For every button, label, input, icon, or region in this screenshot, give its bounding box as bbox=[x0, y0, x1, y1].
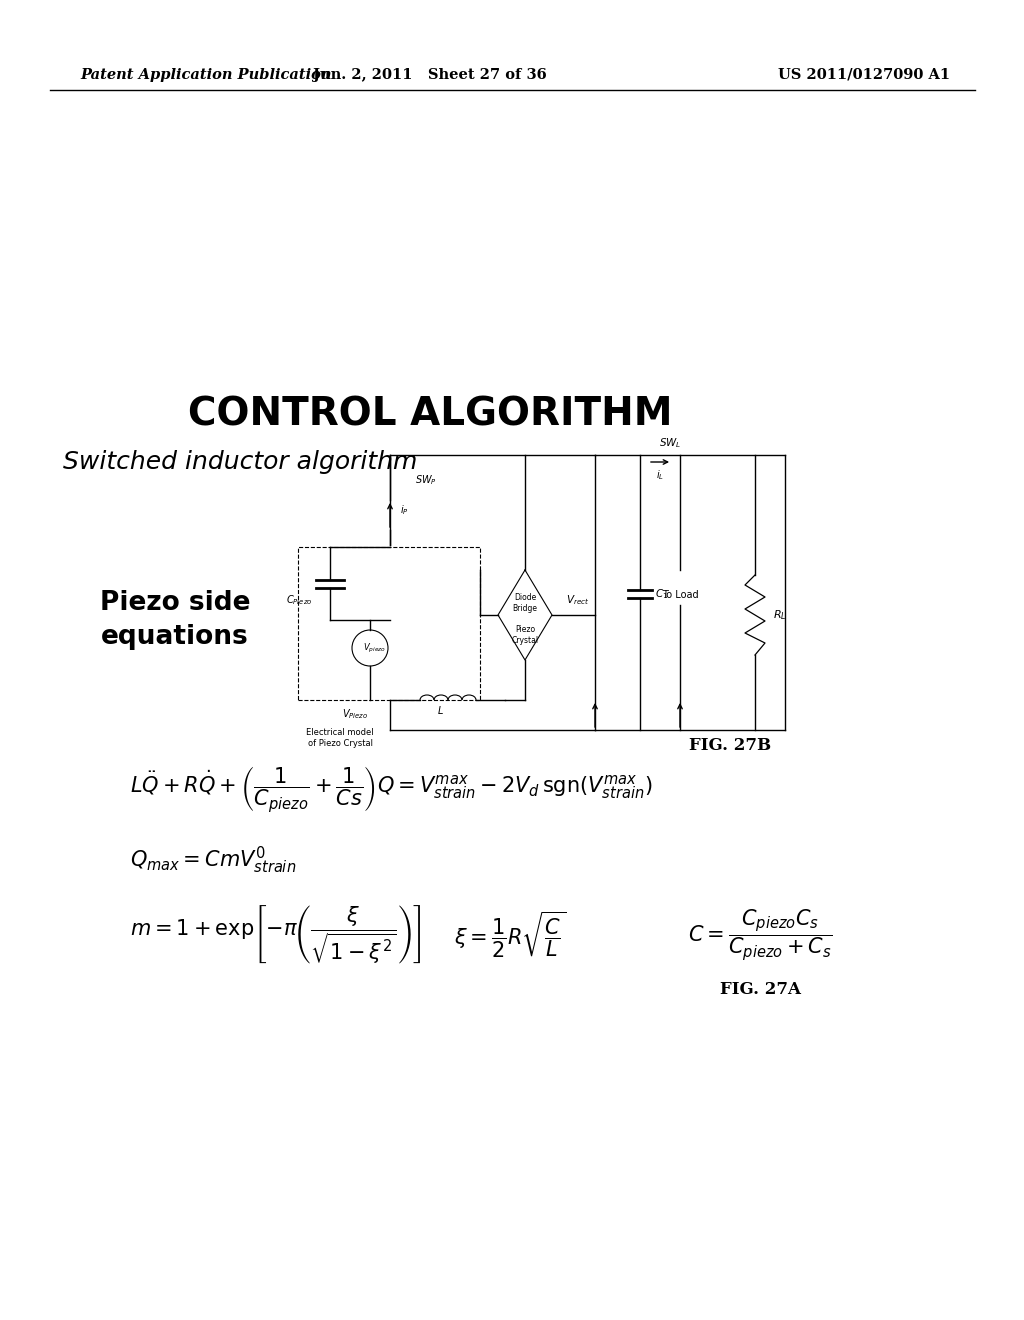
Text: To Load: To Load bbox=[662, 590, 698, 601]
Text: FIG. 27B: FIG. 27B bbox=[689, 737, 771, 754]
Text: $\xi = \dfrac{1}{2}R\sqrt{\dfrac{C}{L}}$: $\xi = \dfrac{1}{2}R\sqrt{\dfrac{C}{L}}$ bbox=[454, 909, 566, 960]
Text: $V_{Piezo}$: $V_{Piezo}$ bbox=[342, 708, 369, 721]
Text: $R_L$: $R_L$ bbox=[773, 609, 786, 622]
Text: $V_{rect}$: $V_{rect}$ bbox=[566, 593, 590, 607]
Text: $SW_L$: $SW_L$ bbox=[658, 436, 681, 450]
Text: FIG. 27A: FIG. 27A bbox=[720, 982, 801, 998]
Text: Patent Application Publication: Patent Application Publication bbox=[80, 69, 332, 82]
Text: $C = \dfrac{C_{piezo}C_s}{C_{piezo}+C_s}$: $C = \dfrac{C_{piezo}C_s}{C_{piezo}+C_s}… bbox=[688, 907, 833, 962]
Text: $i_L$: $i_L$ bbox=[656, 469, 664, 482]
Text: Piezo
Crystal: Piezo Crystal bbox=[511, 626, 539, 644]
Text: CONTROL ALGORITHM: CONTROL ALGORITHM bbox=[187, 396, 672, 434]
Text: US 2011/0127090 A1: US 2011/0127090 A1 bbox=[778, 69, 950, 82]
Text: Electrical model
of Piezo Crystal: Electrical model of Piezo Crystal bbox=[306, 729, 374, 748]
Text: Switched inductor algorithm: Switched inductor algorithm bbox=[62, 450, 417, 474]
Text: Diode
Bridge: Diode Bridge bbox=[512, 593, 538, 612]
Text: Jun. 2, 2011   Sheet 27 of 36: Jun. 2, 2011 Sheet 27 of 36 bbox=[313, 69, 547, 82]
Bar bbox=[298, 546, 480, 700]
Text: $Q_{max} = CmV_{strain}^{0}$: $Q_{max} = CmV_{strain}^{0}$ bbox=[130, 845, 296, 875]
Text: $SW_P$: $SW_P$ bbox=[415, 473, 437, 487]
Text: $L\ddot{Q} + R\dot{Q} + \left(\dfrac{1}{C_{piezo}} + \dfrac{1}{Cs}\right)Q = V_{: $L\ddot{Q} + R\dot{Q} + \left(\dfrac{1}{… bbox=[130, 764, 652, 816]
Text: Piezo side
equations: Piezo side equations bbox=[99, 590, 250, 649]
Text: $m = 1 + \exp\!\left[-\pi\left(\dfrac{\xi}{\sqrt{1-\xi^2}}\right)\right]$: $m = 1 + \exp\!\left[-\pi\left(\dfrac{\x… bbox=[130, 904, 421, 966]
Text: $V_{piezo}$: $V_{piezo}$ bbox=[364, 642, 386, 655]
Text: $L$: $L$ bbox=[436, 704, 443, 715]
Text: $C_1$: $C_1$ bbox=[655, 587, 669, 601]
Text: $C_{Piezo}$: $C_{Piezo}$ bbox=[286, 593, 312, 607]
Text: $i_P$: $i_P$ bbox=[400, 503, 409, 517]
